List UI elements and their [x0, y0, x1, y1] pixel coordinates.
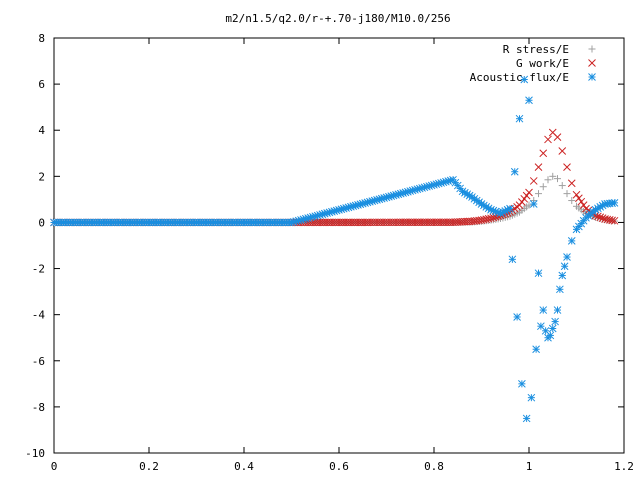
data-point — [539, 149, 548, 158]
data-point — [588, 59, 596, 67]
data-point — [480, 215, 488, 224]
series — [50, 172, 618, 226]
data-point — [563, 163, 571, 171]
data-point — [610, 198, 619, 207]
data-point — [522, 191, 531, 200]
data-point — [568, 197, 576, 205]
data-point — [484, 214, 493, 223]
data-point — [510, 167, 519, 176]
data-point — [549, 172, 557, 180]
data-point — [548, 324, 557, 333]
axis-ticks: 0 0.2 0.4 0.6 0.8 1 1.2 -10 -8 -6 -4 -2 0 2 4 6 8 — [25, 32, 634, 473]
y-tick-label: -6 — [32, 355, 45, 368]
data-point — [572, 190, 581, 199]
chart-title: m2/n1.5/q2.0/r-+.70-j180/M10.0/256 — [225, 12, 450, 25]
data-point — [558, 182, 566, 190]
plot-frame — [53, 37, 625, 454]
data-point — [539, 306, 548, 314]
data-point — [525, 201, 533, 209]
y-tick-label: 0 — [38, 216, 45, 229]
data-point — [487, 214, 495, 223]
y-tick-label: 6 — [38, 78, 45, 91]
y-tick-label: -2 — [32, 263, 45, 276]
data-point — [551, 317, 559, 326]
data-point — [534, 163, 543, 171]
data-point — [544, 135, 552, 144]
x-tick-label: 1 — [526, 460, 533, 473]
data-point — [558, 271, 567, 280]
data-point — [508, 255, 517, 264]
data-point — [520, 194, 529, 203]
data-point — [556, 285, 564, 294]
x-tick-label: 0.6 — [329, 460, 349, 473]
x-tick-label: 1.2 — [614, 460, 634, 473]
legend-label: R stress/E — [503, 43, 569, 56]
data-point — [603, 215, 612, 224]
data-point — [553, 306, 562, 314]
data-point — [563, 190, 571, 198]
y-tick-label: -4 — [32, 309, 46, 322]
data-point — [544, 176, 552, 184]
data-points — [50, 75, 619, 423]
y-tick-label: 4 — [38, 124, 45, 137]
x-tick-label: 0.2 — [139, 460, 159, 473]
legend-entry: R stress/E — [503, 43, 596, 56]
data-point — [558, 147, 567, 155]
data-point — [601, 215, 609, 223]
legend-entry: Acoustic flux/E — [470, 71, 596, 84]
data-point — [553, 133, 562, 141]
data-point — [598, 214, 607, 222]
y-tick-label: -10 — [25, 447, 45, 460]
data-point — [520, 75, 529, 84]
data-point — [554, 175, 561, 183]
data-point — [588, 73, 596, 81]
data-point — [525, 96, 533, 105]
data-point — [529, 177, 538, 185]
legend-entry: G work/E — [516, 57, 596, 70]
data-point — [515, 201, 524, 210]
data-point — [482, 215, 491, 224]
data-point — [477, 216, 486, 224]
data-point — [518, 379, 526, 388]
legend-label: G work/E — [516, 57, 569, 70]
y-tick-label: 8 — [38, 32, 45, 45]
data-point — [529, 200, 538, 208]
legend-label: Acoustic flux/E — [470, 71, 569, 84]
x-tick-label: 0 — [51, 460, 58, 473]
data-point — [539, 183, 547, 191]
series — [50, 75, 619, 423]
data-point — [522, 414, 531, 423]
data-point — [608, 216, 616, 225]
data-point — [588, 45, 596, 53]
y-tick-label: -8 — [32, 401, 45, 414]
data-point — [596, 213, 605, 222]
y-tick-label: 2 — [38, 170, 45, 183]
data-point — [527, 393, 536, 402]
x-tick-label: 0.8 — [424, 460, 444, 473]
data-point — [546, 331, 555, 340]
data-point — [532, 345, 540, 354]
x-tick-label: 0.4 — [234, 460, 254, 473]
data-point — [560, 262, 569, 271]
data-point — [563, 253, 571, 261]
data-point — [567, 237, 576, 245]
data-point — [605, 216, 614, 224]
data-point — [525, 188, 533, 197]
data-point — [513, 313, 521, 321]
data-point — [577, 197, 586, 206]
data-point — [535, 190, 542, 198]
data-point — [610, 216, 619, 225]
data-point — [506, 204, 514, 213]
data-point — [518, 198, 526, 206]
data-point — [534, 269, 543, 278]
data-point — [575, 194, 583, 203]
data-point — [567, 179, 576, 188]
data-point — [515, 114, 524, 123]
